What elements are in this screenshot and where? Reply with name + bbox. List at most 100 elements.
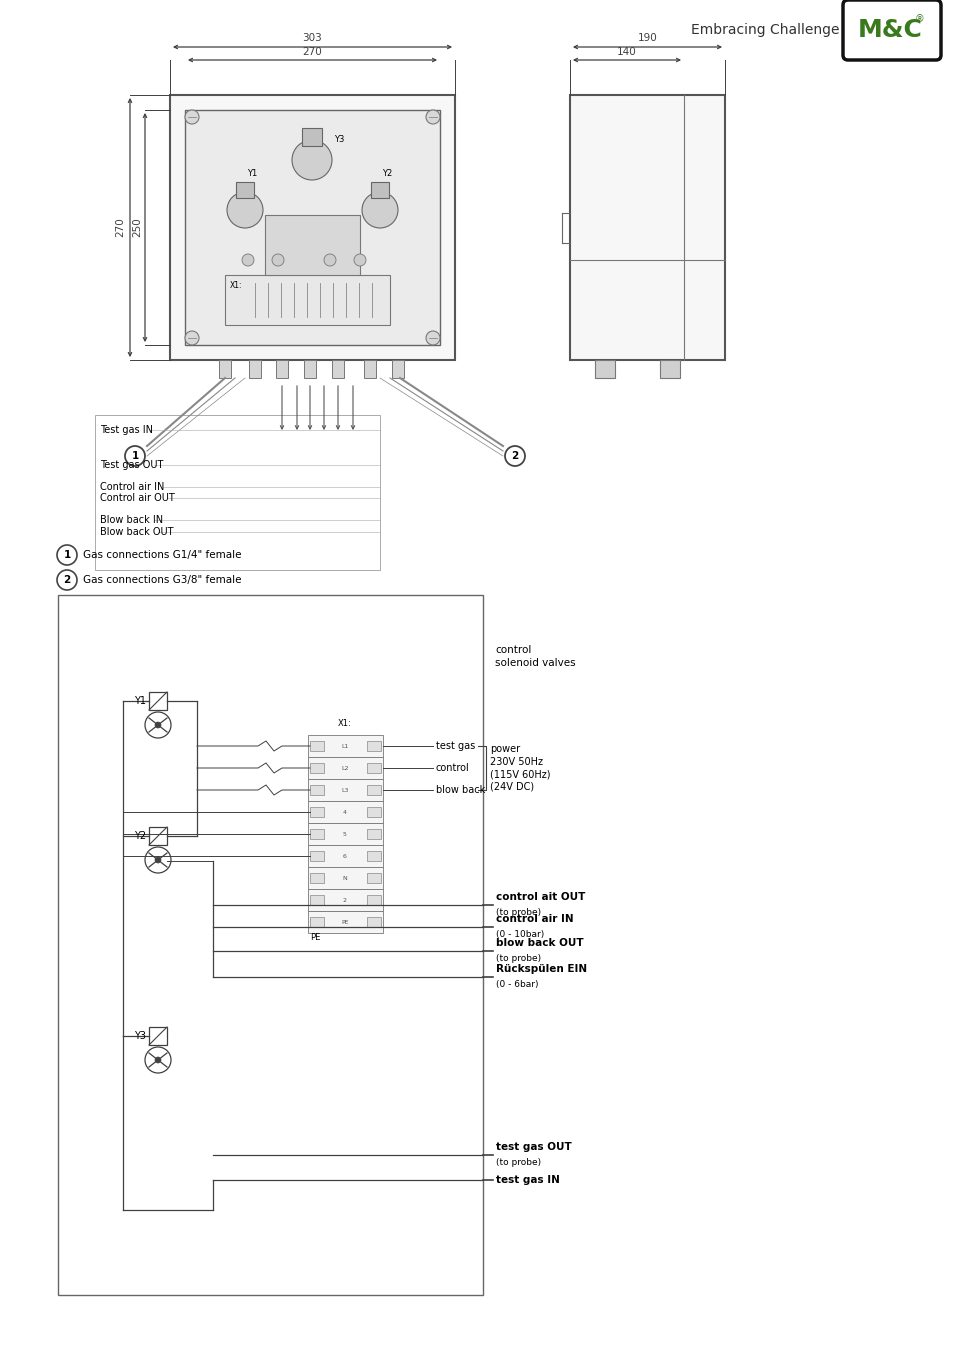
Text: Y2: Y2: [133, 832, 146, 841]
Circle shape: [504, 446, 524, 466]
Text: Blow back OUT: Blow back OUT: [100, 526, 173, 537]
Circle shape: [57, 570, 77, 590]
Bar: [367, 917, 380, 927]
Bar: [149, 1027, 167, 1045]
Text: 2: 2: [63, 575, 71, 585]
Circle shape: [57, 545, 77, 566]
Circle shape: [292, 140, 332, 180]
Bar: [367, 829, 380, 838]
Bar: [265, 215, 359, 275]
Circle shape: [242, 254, 253, 266]
Text: test gas: test gas: [436, 741, 475, 751]
Circle shape: [426, 331, 439, 346]
Text: Y1: Y1: [247, 169, 257, 178]
Bar: [569, 95, 724, 360]
Text: 303: 303: [302, 32, 322, 43]
Text: Control air OUT: Control air OUT: [100, 493, 174, 504]
Text: (to probe): (to probe): [496, 1158, 540, 1166]
Circle shape: [272, 254, 284, 266]
Circle shape: [145, 711, 171, 738]
Bar: [310, 829, 324, 838]
Bar: [95, 414, 379, 570]
Bar: [249, 360, 261, 378]
Circle shape: [185, 109, 199, 124]
Bar: [367, 873, 380, 883]
Bar: [308, 801, 382, 824]
Bar: [308, 911, 382, 933]
Bar: [58, 595, 482, 1295]
Bar: [310, 784, 324, 795]
Circle shape: [324, 254, 335, 266]
Bar: [310, 895, 324, 905]
Circle shape: [361, 192, 397, 228]
Bar: [595, 360, 615, 378]
Text: test gas IN: test gas IN: [496, 1174, 559, 1185]
Bar: [149, 693, 167, 710]
Text: 1: 1: [132, 451, 138, 460]
Bar: [367, 784, 380, 795]
Text: 250: 250: [132, 217, 142, 238]
Circle shape: [185, 331, 199, 346]
Text: 2: 2: [511, 451, 518, 460]
Bar: [308, 845, 382, 867]
Text: L2: L2: [341, 765, 349, 771]
Bar: [310, 741, 324, 751]
Text: 270: 270: [115, 217, 125, 238]
Bar: [185, 109, 439, 346]
Circle shape: [145, 1048, 171, 1073]
Bar: [275, 360, 288, 378]
Bar: [149, 828, 167, 845]
Text: control
solenoid valves: control solenoid valves: [495, 645, 575, 668]
Text: L3: L3: [341, 787, 349, 792]
Bar: [371, 182, 389, 198]
Circle shape: [154, 1057, 161, 1062]
Circle shape: [125, 446, 145, 466]
Text: N: N: [342, 876, 347, 880]
Bar: [308, 824, 382, 845]
Bar: [367, 807, 380, 817]
Bar: [310, 763, 324, 774]
Text: L1: L1: [341, 744, 349, 748]
Text: control ait OUT: control ait OUT: [496, 892, 585, 902]
Text: X1:: X1:: [230, 281, 242, 289]
Text: 1: 1: [63, 549, 71, 560]
Bar: [308, 867, 382, 890]
Bar: [367, 763, 380, 774]
Bar: [308, 779, 382, 801]
Text: Gas connections G3/8" female: Gas connections G3/8" female: [83, 575, 241, 585]
Text: Y2: Y2: [381, 169, 392, 178]
Bar: [332, 360, 344, 378]
Text: power
230V 50Hz
(115V 60Hz)
(24V DC): power 230V 50Hz (115V 60Hz) (24V DC): [490, 744, 550, 791]
Bar: [304, 360, 315, 378]
Text: 140: 140: [617, 47, 637, 57]
Text: Y1: Y1: [133, 697, 146, 706]
Text: Y3: Y3: [133, 1031, 146, 1041]
Circle shape: [145, 846, 171, 873]
Circle shape: [154, 857, 161, 863]
Text: Test gas IN: Test gas IN: [100, 425, 152, 435]
Bar: [310, 807, 324, 817]
Bar: [219, 360, 231, 378]
Text: Control air IN: Control air IN: [100, 482, 164, 491]
Text: blow back OUT: blow back OUT: [496, 938, 583, 948]
Text: M&C: M&C: [857, 18, 922, 42]
Text: 5: 5: [343, 832, 347, 837]
Circle shape: [354, 254, 366, 266]
Bar: [308, 734, 382, 757]
Text: (0 - 10bar): (0 - 10bar): [496, 930, 543, 940]
Bar: [170, 95, 455, 360]
Text: (to probe): (to probe): [496, 909, 540, 917]
Text: control: control: [436, 763, 469, 774]
Bar: [235, 182, 253, 198]
Text: test gas OUT: test gas OUT: [496, 1142, 571, 1152]
Text: blow back: blow back: [436, 784, 485, 795]
Bar: [364, 360, 375, 378]
Text: PE: PE: [310, 933, 320, 941]
Circle shape: [154, 722, 161, 728]
Bar: [367, 895, 380, 905]
Bar: [310, 917, 324, 927]
Text: X1:: X1:: [337, 718, 352, 728]
Text: Rückspülen EIN: Rückspülen EIN: [496, 964, 586, 973]
Circle shape: [227, 192, 263, 228]
Circle shape: [426, 109, 439, 124]
